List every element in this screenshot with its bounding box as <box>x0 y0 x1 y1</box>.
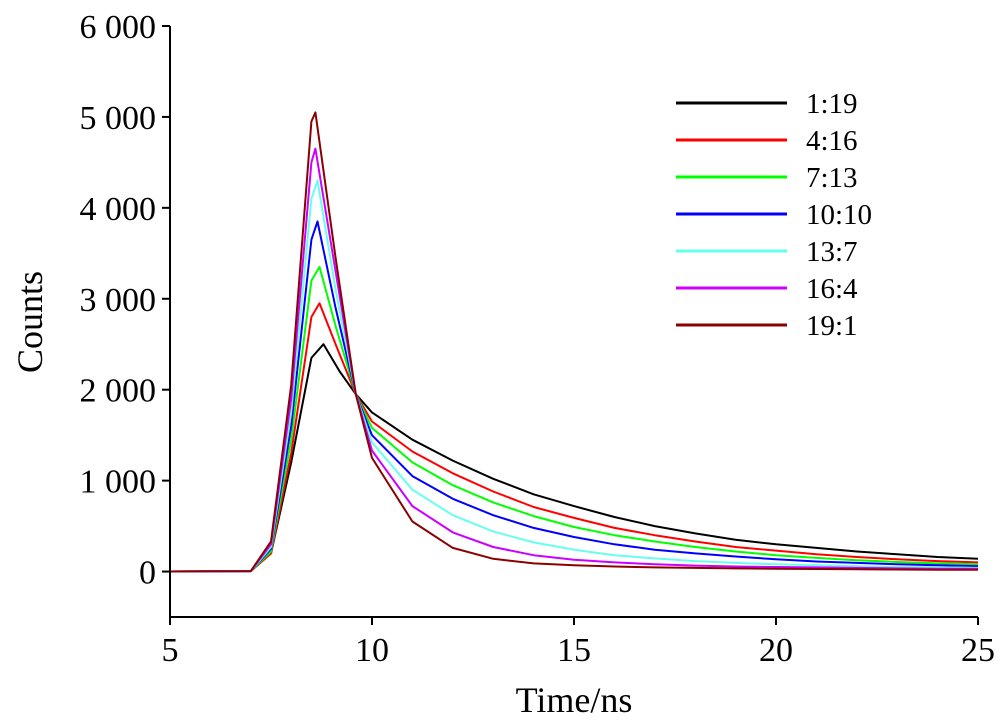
y-tick-label: 5 000 <box>80 100 157 137</box>
legend-label: 19:1 <box>806 310 858 342</box>
series-line <box>169 111 978 573</box>
series-line <box>169 179 979 573</box>
series-line <box>169 265 979 573</box>
y-tick-label: 2 000 <box>80 373 157 410</box>
ticks: 5 10 15 20 25 0 1 000 2 000 3 000 4 000 5 000 6 000 <box>80 9 996 669</box>
x-tick-label: 25 <box>961 632 995 669</box>
series-line <box>169 302 979 573</box>
y-tick-label: 0 <box>139 555 156 592</box>
series-line <box>169 220 979 573</box>
legend-label: 4:16 <box>806 125 858 157</box>
y-tick-label: 1 000 <box>80 464 157 501</box>
legend: 1:19 4:16 7:13 10:10 13:7 16:4 19:1 <box>676 88 872 342</box>
x-axis-title: Time/ns <box>516 680 633 720</box>
legend-label: 16:4 <box>806 273 858 305</box>
y-tick-label: 6 000 <box>80 9 157 46</box>
legend-label: 7:13 <box>806 162 858 194</box>
legend-label: 13:7 <box>806 236 858 268</box>
series-line <box>169 343 979 573</box>
y-tick-label: 4 000 <box>80 191 157 228</box>
x-tick-label: 20 <box>759 632 793 669</box>
x-tick-label: 10 <box>355 632 389 669</box>
plot-series <box>169 111 979 573</box>
series-line <box>169 147 978 573</box>
y-tick-label: 3 000 <box>80 282 157 319</box>
x-tick-label: 5 <box>162 632 179 669</box>
y-axis-title: Counts <box>10 271 50 373</box>
legend-label: 1:19 <box>806 88 858 120</box>
legend-label: 10:10 <box>806 199 872 231</box>
x-tick-label: 15 <box>557 632 591 669</box>
